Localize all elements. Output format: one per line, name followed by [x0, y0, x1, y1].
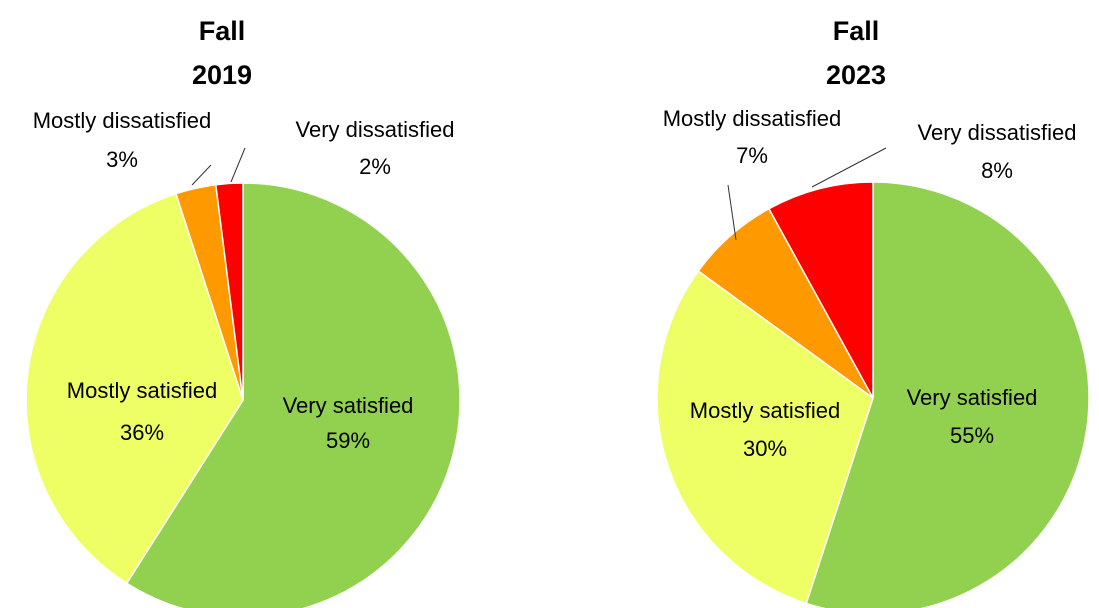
- chart-title-line-1: Fall: [199, 16, 246, 46]
- pie-slice-very-satisfied: [125, 182, 461, 608]
- slice-label-mostly-dissatisfied: Mostly dissatisfied: [663, 106, 842, 131]
- slice-label-mostly-satisfied: Mostly satisfied: [67, 378, 217, 403]
- chart-title-line-1: Fall: [833, 16, 880, 46]
- pie-slice-mostly-satisfied: [656, 269, 874, 605]
- slice-value-very-satisfied: 59%: [326, 428, 370, 453]
- pie-slice-very-satisfied: [805, 181, 1090, 608]
- leader-line: [191, 164, 212, 186]
- leader-line: [230, 147, 246, 183]
- slice-value-very-satisfied: 55%: [950, 423, 994, 448]
- leader-line: [727, 184, 737, 241]
- pie-slice-very-dissatisfied: [767, 181, 874, 399]
- chart-title-line-2: 2019: [192, 60, 252, 90]
- slice-value-mostly-dissatisfied: 3%: [106, 147, 138, 172]
- pie-slice-mostly-satisfied: [25, 192, 244, 585]
- slice-label-very-dissatisfied: Very dissatisfied: [296, 117, 455, 142]
- slice-value-very-dissatisfied: 2%: [359, 154, 391, 179]
- pie-slice-very-dissatisfied: [214, 182, 244, 401]
- slice-value-very-dissatisfied: 8%: [981, 158, 1013, 183]
- slice-value-mostly-satisfied: 36%: [120, 420, 164, 445]
- pie-chart-fall-2023: Fall 2023 Mostly dissatisfied 7% Very di…: [656, 16, 1090, 608]
- pie-chart-fall-2019: Fall 2019 Mostly dissatisfied 3% Very di…: [25, 16, 461, 608]
- slice-value-mostly-dissatisfied: 7%: [736, 143, 768, 168]
- leader-line: [811, 147, 887, 188]
- slice-label-very-satisfied: Very satisfied: [907, 385, 1038, 410]
- slice-label-very-satisfied: Very satisfied: [283, 393, 414, 418]
- pie-slices: [25, 182, 461, 608]
- pie-slices: [656, 181, 1090, 608]
- slice-value-mostly-satisfied: 30%: [743, 436, 787, 461]
- slice-label-mostly-satisfied: Mostly satisfied: [690, 398, 840, 423]
- chart-title-line-2: 2023: [826, 60, 886, 90]
- slice-label-very-dissatisfied: Very dissatisfied: [918, 120, 1077, 145]
- slice-label-mostly-dissatisfied: Mostly dissatisfied: [33, 108, 212, 133]
